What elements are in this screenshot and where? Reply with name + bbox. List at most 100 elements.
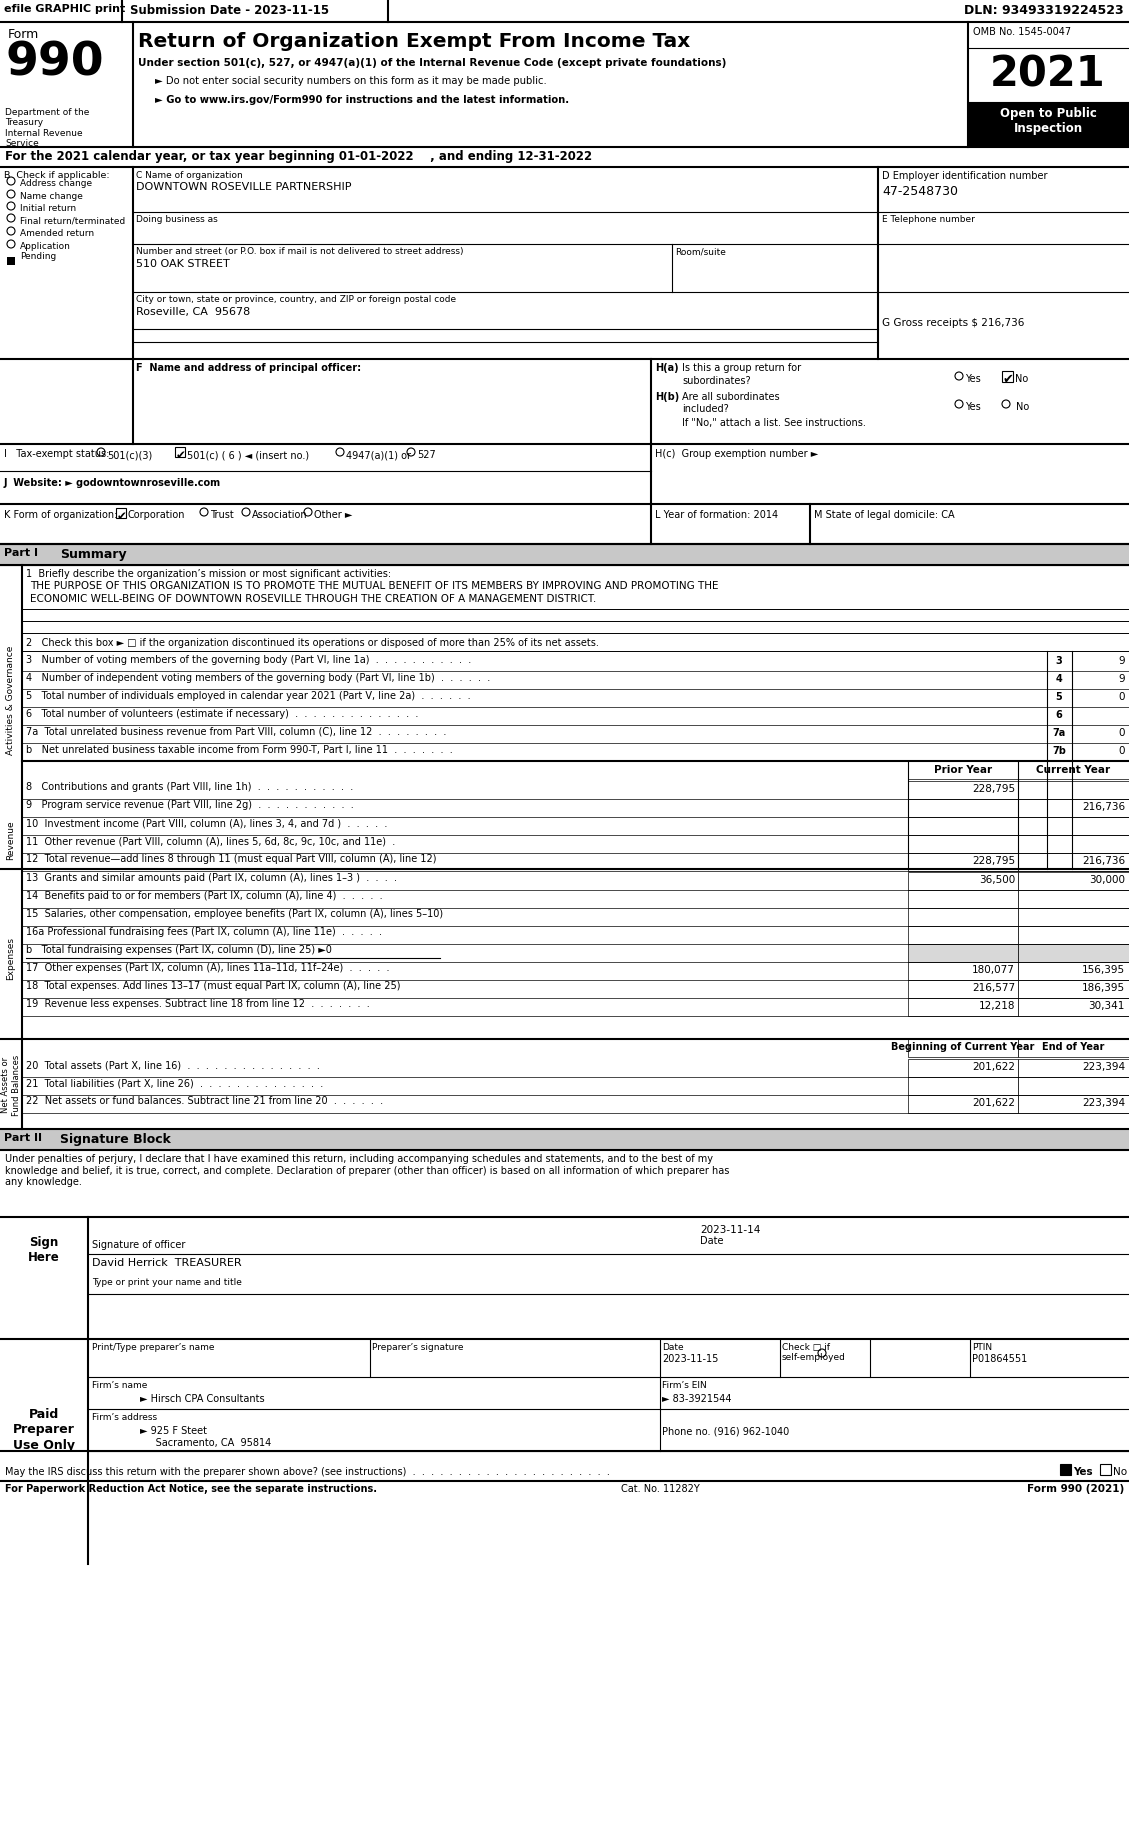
Text: 180,077: 180,077: [972, 964, 1015, 974]
Text: 0: 0: [1119, 692, 1124, 701]
Bar: [968, 102, 1129, 148]
Text: Firm’s address: Firm’s address: [91, 1413, 157, 1422]
Bar: [0, 445, 1129, 505]
Text: Return of Organization Exempt From Income Tax: Return of Organization Exempt From Incom…: [138, 31, 690, 51]
Text: 0: 0: [1119, 745, 1124, 756]
Text: Open to Public
Inspection: Open to Public Inspection: [999, 106, 1096, 135]
Text: No: No: [1016, 403, 1030, 412]
Text: D Employer identification number: D Employer identification number: [882, 170, 1048, 181]
Bar: [908, 1039, 1018, 1058]
Bar: [1018, 963, 1129, 981]
Text: 7a  Total unrelated business revenue from Part VIII, column (C), line 12  .  .  : 7a Total unrelated business revenue from…: [26, 727, 446, 737]
Text: H(b): H(b): [655, 392, 680, 403]
Bar: [1018, 981, 1129, 999]
Text: 228,795: 228,795: [972, 856, 1015, 866]
Text: 7a: 7a: [1052, 728, 1066, 737]
Bar: [1060, 1464, 1071, 1475]
Text: 5   Total number of individuals employed in calendar year 2021 (Part V, line 2a): 5 Total number of individuals employed i…: [26, 690, 471, 701]
Bar: [1018, 781, 1129, 800]
Circle shape: [1003, 401, 1010, 408]
Circle shape: [7, 229, 15, 236]
Text: 156,395: 156,395: [1082, 964, 1124, 974]
Text: P01864551: P01864551: [972, 1352, 1027, 1363]
Text: b   Net unrelated business taxable income from Form 990-T, Part I, line 11  .  .: b Net unrelated business taxable income …: [26, 745, 453, 754]
Bar: [1003, 371, 1013, 382]
Text: Initial return: Initial return: [20, 203, 76, 212]
Circle shape: [7, 242, 15, 249]
Text: Room/suite: Room/suite: [675, 247, 726, 256]
Bar: [1018, 908, 1129, 926]
Text: No: No: [1015, 373, 1029, 384]
Text: Current Year: Current Year: [1036, 765, 1110, 774]
Text: 3   Number of voting members of the governing body (Part VI, line 1a)  .  .  .  : 3 Number of voting members of the govern…: [26, 655, 471, 664]
Bar: [0, 148, 1129, 168]
Text: 18  Total expenses. Add lines 13–17 (must equal Part IX, column (A), line 25): 18 Total expenses. Add lines 13–17 (must…: [26, 981, 401, 990]
Text: 201,622: 201,622: [972, 1061, 1015, 1071]
Bar: [1018, 873, 1129, 891]
Text: 16a Professional fundraising fees (Part IX, column (A), line 11e)  .  .  .  .  .: 16a Professional fundraising fees (Part …: [26, 926, 382, 937]
Text: Submission Date - 2023-11-15: Submission Date - 2023-11-15: [130, 4, 330, 16]
Bar: [908, 800, 1018, 818]
Text: Phone no. (916) 962-1040: Phone no. (916) 962-1040: [662, 1426, 789, 1435]
Text: Yes: Yes: [965, 403, 981, 412]
Text: DLN: 93493319224523: DLN: 93493319224523: [964, 4, 1124, 16]
Bar: [908, 836, 1018, 853]
Text: Yes: Yes: [1073, 1466, 1093, 1477]
Bar: [1018, 1060, 1129, 1078]
Circle shape: [304, 509, 312, 516]
Bar: [908, 981, 1018, 999]
Text: H(a): H(a): [655, 362, 679, 373]
Text: ECONOMIC WELL-BEING OF DOWNTOWN ROSEVILLE THROUGH THE CREATION OF A MANAGEMENT D: ECONOMIC WELL-BEING OF DOWNTOWN ROSEVILL…: [30, 593, 596, 604]
Text: F  Name and address of principal officer:: F Name and address of principal officer:: [135, 362, 361, 373]
Text: C Name of organization: C Name of organization: [135, 170, 243, 179]
Text: 186,395: 186,395: [1082, 983, 1124, 992]
Text: Corporation: Corporation: [128, 511, 185, 520]
Bar: [908, 873, 1018, 891]
Text: 223,394: 223,394: [1082, 1061, 1124, 1071]
Text: M State of legal domicile: CA: M State of legal domicile: CA: [814, 511, 955, 520]
Text: 9: 9: [1119, 655, 1124, 666]
Text: 2   Check this box ► □ if the organization discontinued its operations or dispos: 2 Check this box ► □ if the organization…: [26, 637, 598, 648]
Text: 5: 5: [1056, 692, 1062, 701]
Text: Roseville, CA  95678: Roseville, CA 95678: [135, 307, 251, 317]
Text: May the IRS discuss this return with the preparer shown above? (see instructions: May the IRS discuss this return with the…: [5, 1466, 610, 1477]
Bar: [0, 545, 1129, 565]
Circle shape: [7, 190, 15, 199]
Text: 2023-11-15: 2023-11-15: [662, 1352, 718, 1363]
Circle shape: [955, 401, 963, 408]
Bar: [908, 999, 1018, 1016]
Text: Doing business as: Doing business as: [135, 214, 218, 223]
Bar: [908, 908, 1018, 926]
Text: Prior Year: Prior Year: [934, 765, 992, 774]
Text: Date: Date: [662, 1341, 684, 1351]
Text: 7b: 7b: [1052, 745, 1066, 756]
Bar: [1018, 891, 1129, 908]
Text: Summary: Summary: [60, 547, 126, 560]
Bar: [1018, 944, 1129, 963]
Text: Signature Block: Signature Block: [60, 1133, 170, 1146]
Text: 501(c) ( 6 ) ◄ (insert no.): 501(c) ( 6 ) ◄ (insert no.): [187, 450, 309, 459]
Text: ✔: ✔: [176, 448, 186, 461]
Circle shape: [242, 509, 250, 516]
Text: Revenue: Revenue: [7, 820, 16, 860]
Text: ► 83-3921544: ► 83-3921544: [662, 1393, 732, 1404]
Text: 19  Revenue less expenses. Subtract line 18 from line 12  .  .  .  .  .  .  .: 19 Revenue less expenses. Subtract line …: [26, 999, 370, 1008]
Bar: [1018, 999, 1129, 1016]
Text: Amended return: Amended return: [20, 229, 94, 238]
Text: Print/Type preparer’s name: Print/Type preparer’s name: [91, 1341, 215, 1351]
Text: ✔: ✔: [1003, 373, 1014, 386]
Bar: [908, 963, 1018, 981]
Bar: [1018, 1078, 1129, 1096]
Bar: [0, 168, 1129, 361]
Text: Expenses: Expenses: [7, 935, 16, 979]
Text: 9: 9: [1119, 673, 1124, 684]
Text: For Paperwork Reduction Act Notice, see the separate instructions.: For Paperwork Reduction Act Notice, see …: [5, 1482, 377, 1493]
Text: DOWNTOWN ROSEVILLE PARTNERSHIP: DOWNTOWN ROSEVILLE PARTNERSHIP: [135, 181, 351, 192]
Circle shape: [97, 448, 105, 458]
Text: 17  Other expenses (Part IX, column (A), lines 11a–11d, 11f–24e)  .  .  .  .  .: 17 Other expenses (Part IX, column (A), …: [26, 963, 390, 972]
Bar: [908, 891, 1018, 908]
Text: Cat. No. 11282Y: Cat. No. 11282Y: [621, 1482, 699, 1493]
Text: 8   Contributions and grants (Part VIII, line 1h)  .  .  .  .  .  .  .  .  .  . : 8 Contributions and grants (Part VIII, l…: [26, 781, 353, 792]
Text: PTIN: PTIN: [972, 1341, 992, 1351]
Text: End of Year: End of Year: [1042, 1041, 1104, 1052]
